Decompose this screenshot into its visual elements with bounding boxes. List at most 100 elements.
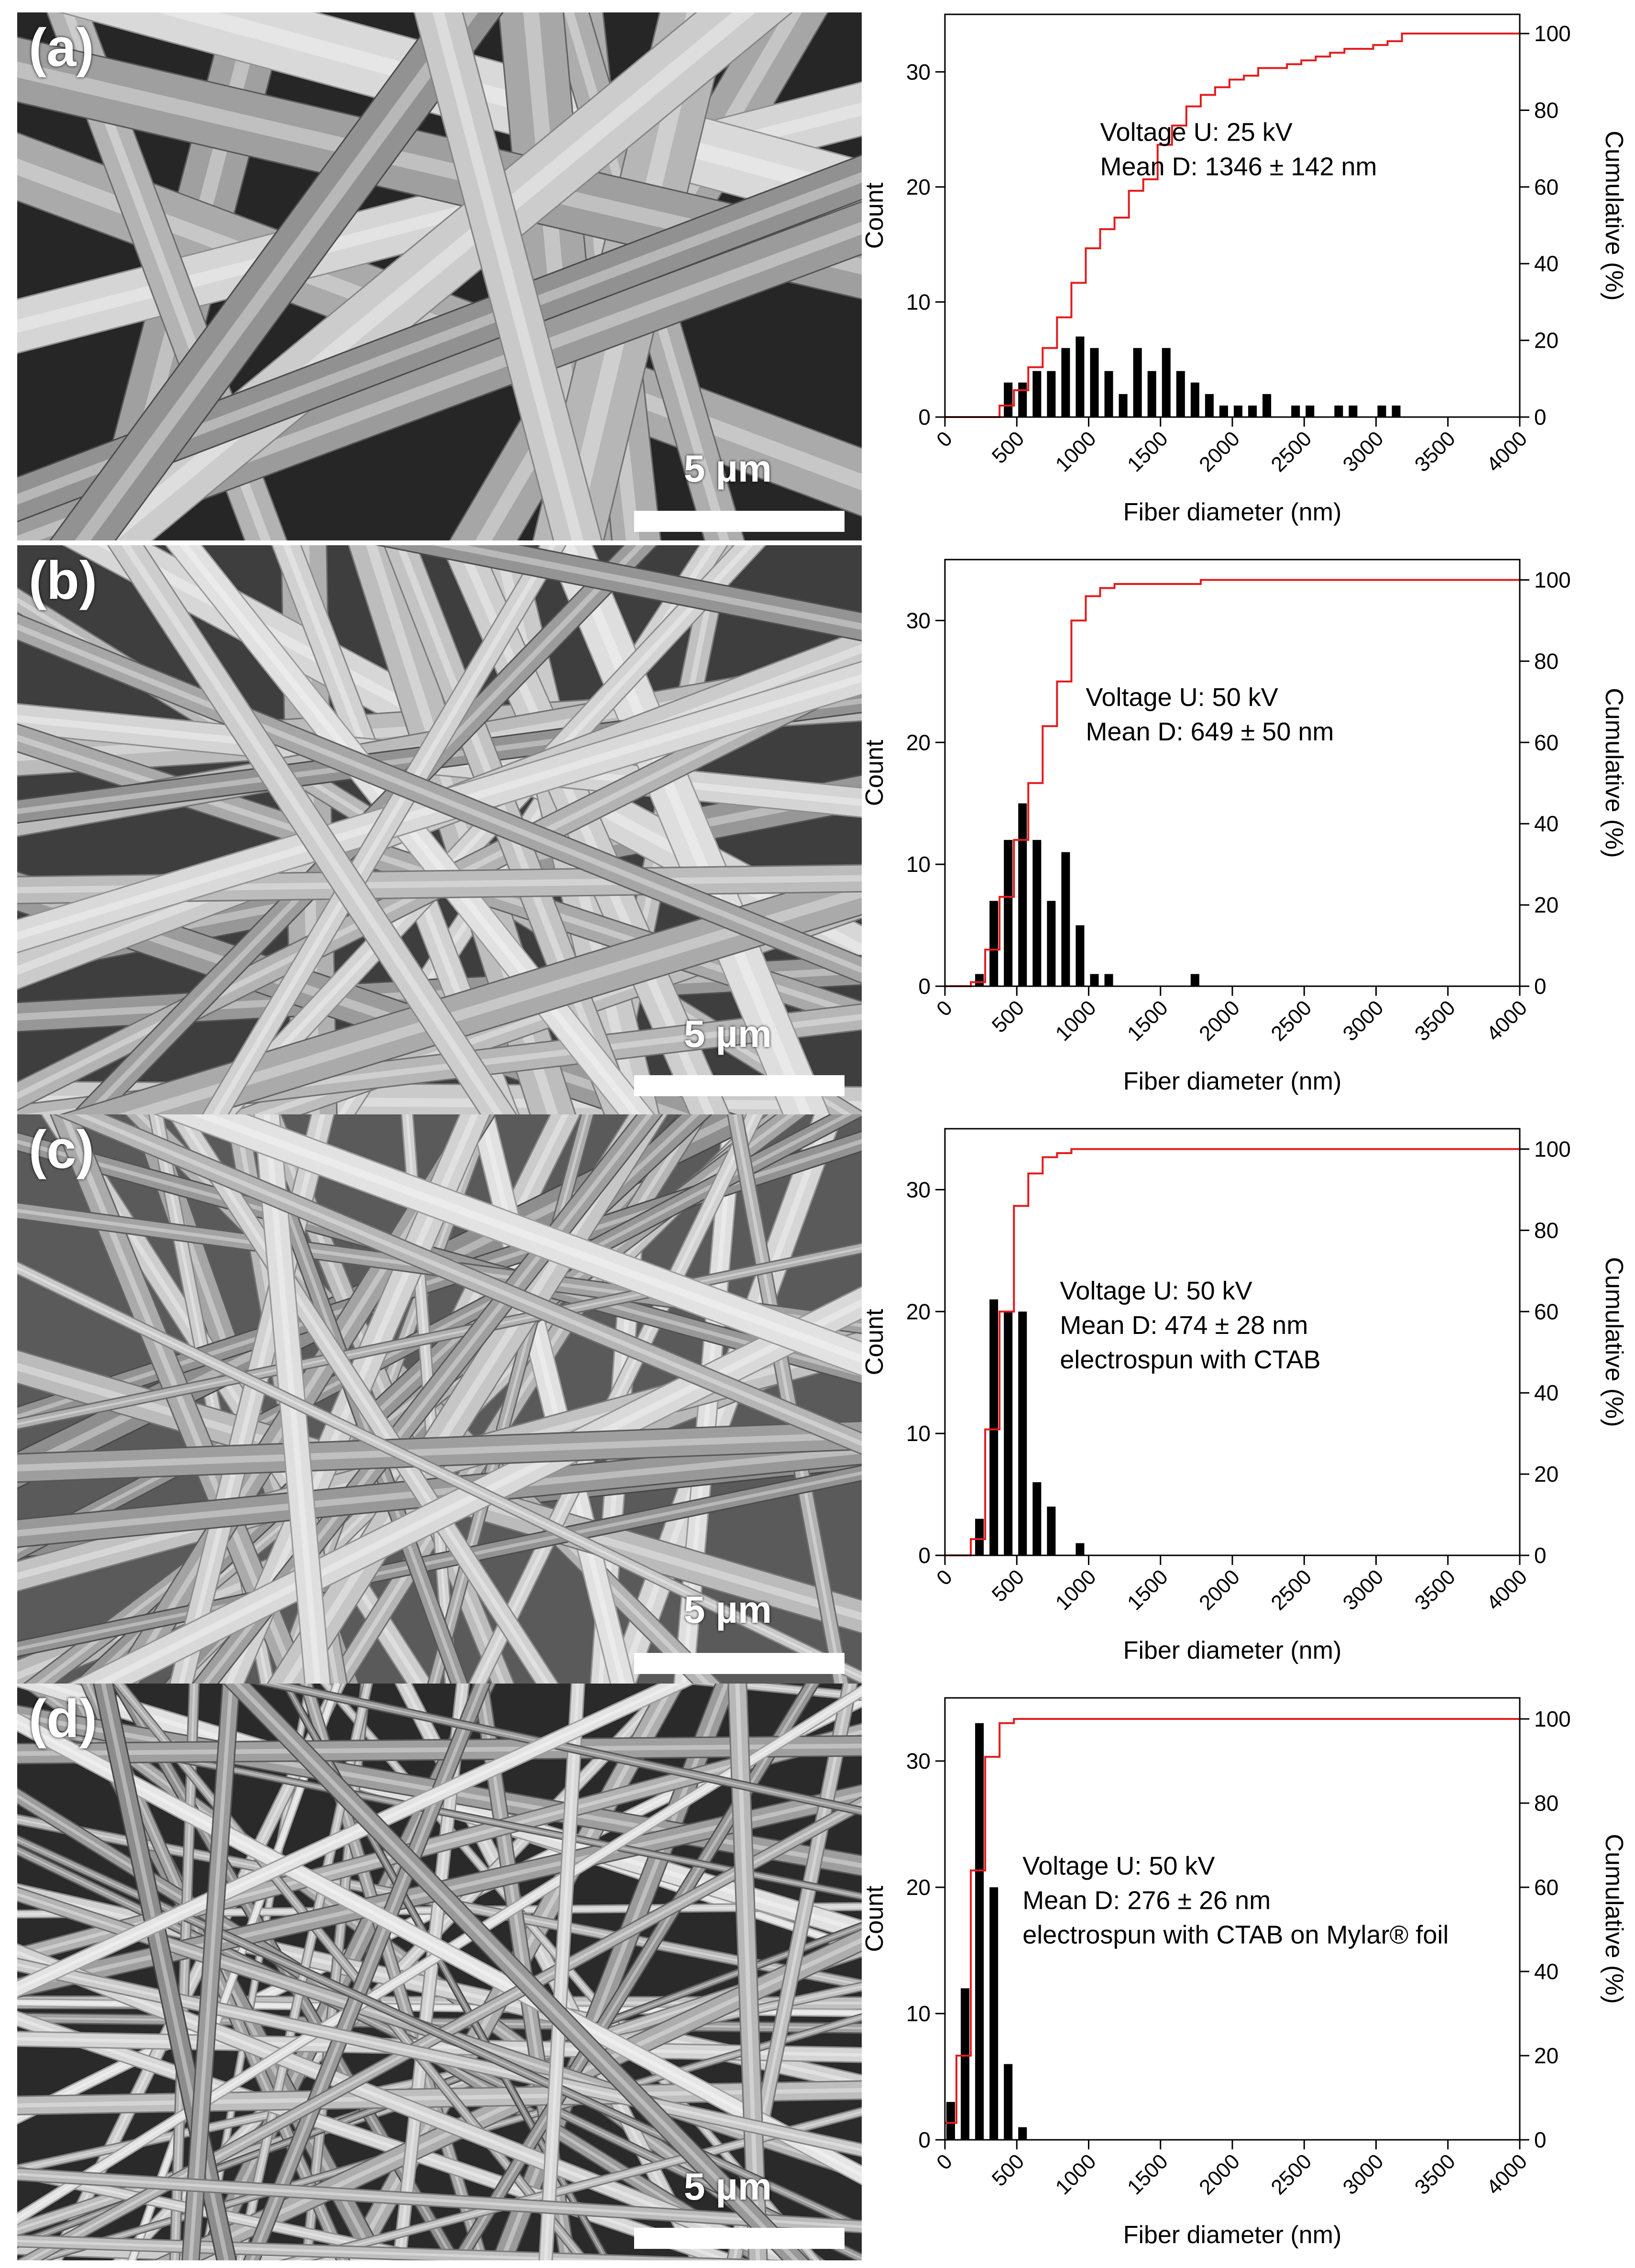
y2-tick-label: 0 (1534, 405, 1547, 429)
histogram-bar (1061, 348, 1070, 417)
histogram-bar (1162, 348, 1171, 417)
histogram-bar (1219, 405, 1228, 417)
histogram-bar (1047, 1507, 1056, 1555)
y2-tick-label: 40 (1534, 1380, 1558, 1405)
y2-axis-label: Cumulative (%) (1600, 1257, 1628, 1427)
x-axis-label: Fiber diameter (nm) (1123, 498, 1342, 526)
y-tick-label: 10 (906, 1421, 931, 1446)
x-tick-label: 3500 (1410, 427, 1460, 476)
histogram-bar (1061, 852, 1070, 986)
x-tick-label: 4000 (1482, 2149, 1532, 2199)
panel-b: (b) 5 µm 0 500 1000 1500 2000 2500 3000 3500 400… (0, 545, 1635, 1114)
histogram-bar (989, 1887, 999, 2140)
x-tick-label: 2000 (1195, 1565, 1244, 1615)
x-tick-label: 4000 (1482, 427, 1532, 476)
x-tick-label: 1000 (1051, 427, 1101, 476)
y2-tick-label: 80 (1534, 649, 1558, 673)
x-tick-label: 500 (988, 996, 1029, 1037)
cumulative-line (945, 1718, 1520, 2124)
x-tick-label: 3000 (1339, 1565, 1388, 1615)
cumulative-line (945, 33, 1520, 418)
histogram-chart-d: 0 500 1000 1500 2000 2500 3000 3500 4000 0 10 20 30 0… (861, 1684, 1635, 2268)
histogram-chart-b: 0 500 1000 1500 2000 2500 3000 3500 4000 0 10 20 30 0… (861, 545, 1635, 1114)
histogram-d: 0 500 1000 1500 2000 2500 3000 3500 400001020300… (861, 1697, 1628, 2249)
y2-tick-label: 20 (1534, 892, 1558, 917)
histogram-bar (1004, 840, 1013, 986)
sem-image-a: (a) 5 µm (17, 12, 862, 540)
cumulative-line (945, 1148, 1520, 1556)
scale-bar-label: 5 µm (684, 447, 772, 490)
y2-tick-label: 60 (1534, 1875, 1558, 1900)
histogram-bar (1032, 1482, 1042, 1555)
x-tick-label: 3000 (1339, 996, 1388, 1046)
histogram-bar (1234, 405, 1243, 417)
y2-tick-label: 0 (1534, 974, 1547, 999)
annotation: electrospun with CTAB on Mylar® foil (1022, 1921, 1448, 1949)
x-tick-label: 2500 (1266, 2149, 1316, 2199)
histogram-bar (1262, 394, 1272, 417)
y2-tick-label: 40 (1534, 1959, 1558, 1984)
panel-label: (c) (29, 1120, 94, 1179)
histogram-bar (961, 1988, 970, 2140)
y2-tick-label: 60 (1534, 730, 1558, 755)
y-tick-label: 20 (906, 175, 931, 199)
cumulative-line (945, 579, 1520, 987)
y2-tick-label: 40 (1534, 811, 1558, 836)
y-tick-label: 0 (918, 405, 931, 429)
x-tick-label: 1000 (1051, 996, 1101, 1046)
sem-fibers-d (17, 1684, 862, 2260)
x-tick-label: 3000 (1339, 427, 1388, 476)
histogram-bar (989, 1299, 999, 1555)
histogram-bar (1047, 901, 1056, 986)
panel-d: (d) 5 µm 0 500 1000 1500 2000 2500 3000 3500 400… (0, 1684, 1635, 2268)
y-tick-label: 0 (918, 1543, 931, 1568)
y2-tick-label: 100 (1534, 567, 1571, 592)
x-tick-label: 3500 (1410, 2149, 1460, 2199)
x-tick-label: 0 (932, 996, 957, 1021)
histogram-bar (975, 1519, 984, 1555)
histogram-bar (1334, 405, 1343, 417)
y2-tick-label: 100 (1534, 21, 1571, 46)
panel-c: (c) 5 µm 0 500 1000 1500 2000 2500 3000 3500 400… (0, 1114, 1635, 1684)
annotation: Mean D: 276 ± 26 nm (1022, 1886, 1271, 1915)
y-tick-label: 10 (906, 852, 931, 877)
scale-bar (634, 1653, 845, 1674)
x-tick-label: 1500 (1123, 996, 1173, 1046)
panel-label: (b) (29, 550, 98, 610)
annotation: Voltage U: 50 kV (1022, 1852, 1215, 1881)
y-tick-label: 30 (906, 608, 931, 633)
scale-bar-label: 5 µm (684, 1013, 772, 1055)
histogram-bar (1090, 348, 1099, 417)
annotation: Voltage U: 50 kV (1086, 683, 1278, 712)
histogram-c: 0 500 1000 1500 2000 2500 3000 3500 400001020300… (861, 1128, 1628, 1664)
y2-tick-label: 0 (1534, 1543, 1547, 1568)
y2-tick-label: 100 (1534, 1707, 1571, 1731)
scale-bar-label: 5 µm (684, 2165, 772, 2208)
annotation: Mean D: 649 ± 50 nm (1086, 717, 1334, 746)
y-tick-label: 10 (906, 289, 931, 314)
histogram-bar (1075, 925, 1085, 986)
histogram-b: 0 500 1000 1500 2000 2500 3000 3500 400001020300… (861, 559, 1628, 1095)
histogram-bar (1377, 405, 1386, 417)
histogram-bar (1032, 840, 1042, 986)
y-tick-label: 0 (918, 2127, 931, 2152)
sem-fibers-a (17, 12, 862, 540)
x-tick-label: 4000 (1482, 1565, 1532, 1615)
histogram-bar (975, 1723, 984, 2140)
histogram-chart-c: 0 500 1000 1500 2000 2500 3000 3500 4000 0 10 20 30 0… (861, 1114, 1635, 1684)
histogram-bar (1176, 371, 1185, 417)
x-tick-label: 1500 (1123, 427, 1173, 476)
histogram-bar (1018, 2127, 1027, 2140)
y-tick-label: 30 (906, 1749, 931, 1773)
x-tick-label: 3500 (1410, 996, 1460, 1046)
y-tick-label: 20 (906, 1875, 931, 1900)
annotation: Mean D: 1346 ± 142 nm (1100, 153, 1377, 181)
histogram-bar (1004, 1311, 1013, 1555)
y-axis-label: Count (861, 1885, 889, 1952)
x-tick-label: 0 (932, 427, 957, 451)
x-tick-label: 1000 (1051, 1565, 1101, 1615)
sem-image-d: (d) 5 µm (17, 1684, 862, 2260)
annotation: electrospun with CTAB (1060, 1345, 1320, 1374)
x-tick-label: 2000 (1195, 2149, 1244, 2199)
histogram-bar (1004, 2064, 1013, 2140)
